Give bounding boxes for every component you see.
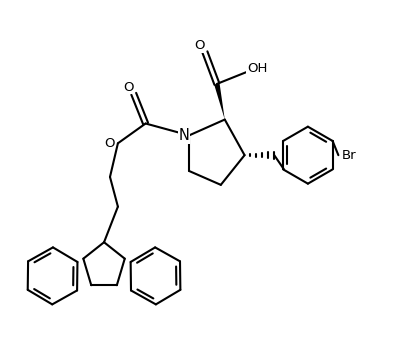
Text: N: N (178, 128, 189, 143)
Text: Br: Br (341, 149, 356, 162)
Polygon shape (213, 83, 224, 120)
Text: OH: OH (246, 62, 267, 75)
Text: O: O (104, 137, 114, 150)
Text: O: O (194, 39, 205, 52)
Text: O: O (124, 81, 134, 94)
